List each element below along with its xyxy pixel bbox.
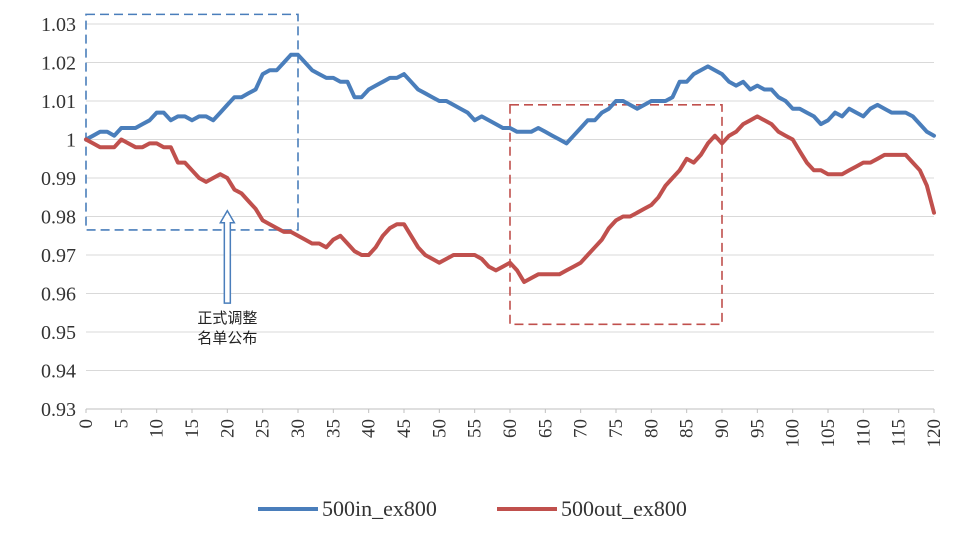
- y-tick-label: 1.02: [41, 53, 76, 75]
- highlight-box-1: [85, 13, 299, 231]
- gridlines: [86, 23, 934, 410]
- y-axis-ticks: 1.03 1.02 1.01 1 0.99 0.98 0.97 0.96 0.95 0.94 0.9…: [41, 14, 76, 421]
- y-tick-label: 1.01: [41, 91, 76, 113]
- x-tick-label: 50: [429, 419, 450, 438]
- x-tick-label: 45: [394, 419, 415, 438]
- x-tick-label: 80: [641, 419, 662, 438]
- y-tick-label: 0.93: [41, 399, 76, 421]
- y-tick-label: 0.98: [41, 207, 76, 229]
- y-tick-label: 0.97: [41, 245, 76, 267]
- highlight-boxes: [85, 13, 723, 326]
- x-tick-label: 15: [182, 419, 203, 438]
- legend-label: 500out_ex800: [561, 496, 687, 521]
- x-tick-label: 95: [747, 419, 768, 438]
- legend: 500in_ex800 500out_ex800: [258, 496, 687, 521]
- x-tick-label: 70: [571, 419, 592, 438]
- x-tick-label: 65: [535, 419, 556, 438]
- x-tick-label: 60: [500, 419, 521, 438]
- x-tick-label: 5: [111, 419, 132, 429]
- x-tick-label: 40: [359, 419, 380, 438]
- legend-label: 500in_ex800: [322, 496, 437, 521]
- x-tick-label: 75: [606, 419, 627, 438]
- y-tick-label: 0.99: [41, 168, 76, 190]
- x-axis-ticks: 0 5 10 15 20 25 30 35 40 45 50 55 60 65 70 75 80 85 90 95 10…: [76, 409, 945, 448]
- x-tick-label: 90: [712, 419, 733, 438]
- x-tick-label: 105: [818, 419, 839, 448]
- series-line-2: [84, 114, 936, 284]
- x-tick-label: 20: [217, 419, 238, 438]
- annotation-text: 名单公布: [197, 329, 257, 347]
- x-tick-label: 55: [465, 419, 486, 438]
- annotation-text: 正式调整: [197, 309, 257, 327]
- y-tick-label: 1: [66, 130, 76, 152]
- x-tick-label: 115: [889, 419, 910, 447]
- highlight-box-2: [509, 104, 723, 326]
- y-tick-label: 0.94: [41, 361, 76, 383]
- x-tick-label: 85: [677, 419, 698, 438]
- x-tick-label: 0: [76, 419, 97, 429]
- series-line-1: [84, 52, 936, 146]
- series-lines: [84, 52, 936, 284]
- x-tick-label: 110: [853, 419, 874, 447]
- x-tick-label: 30: [288, 419, 309, 438]
- x-tick-label: 100: [783, 419, 804, 448]
- y-tick-label: 0.96: [41, 284, 76, 306]
- y-tick-label: 0.95: [41, 322, 76, 344]
- y-tick-label: 1.03: [41, 14, 76, 36]
- x-tick-label: 10: [147, 419, 168, 438]
- up-arrow-icon: [219, 209, 236, 304]
- x-tick-label: 120: [924, 419, 945, 448]
- x-tick-label: 25: [253, 419, 274, 438]
- x-tick-label: 35: [323, 419, 344, 438]
